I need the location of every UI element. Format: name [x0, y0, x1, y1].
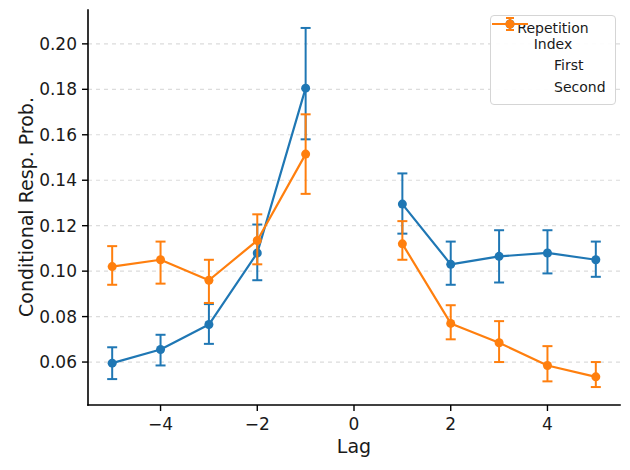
data-point-first	[398, 200, 407, 209]
chart-figure: 0.060.080.100.120.140.160.180.20−4−2024 …	[0, 0, 630, 470]
data-point-first	[301, 84, 310, 93]
data-point-second	[543, 361, 552, 370]
y-tick-label: 0.20	[39, 34, 77, 54]
data-point-first	[543, 248, 552, 257]
x-tick-label: 2	[445, 414, 456, 434]
data-point-second	[108, 262, 117, 271]
errorbar-marker-icon	[507, 79, 545, 95]
data-point-second	[156, 255, 165, 264]
legend-item-second: Second	[497, 76, 609, 98]
y-tick-label: 0.06	[39, 352, 77, 372]
data-point-first	[495, 252, 504, 261]
legend: Repetition Index First Second	[490, 15, 616, 105]
data-point-first	[446, 260, 455, 269]
data-point-first	[108, 359, 117, 368]
errorbar-marker-icon	[507, 57, 545, 73]
data-point-second	[398, 239, 407, 248]
y-tick-label: 0.14	[39, 170, 77, 190]
legend-item-first: First	[497, 54, 609, 76]
y-tick-label: 0.08	[39, 307, 77, 327]
data-point-second	[591, 372, 600, 381]
y-tick-label: 0.12	[39, 216, 77, 236]
data-point-first	[204, 320, 213, 329]
data-point-second	[301, 150, 310, 159]
data-point-second	[495, 338, 504, 347]
y-tick-label: 0.16	[39, 125, 77, 145]
legend-label-first: First	[554, 57, 583, 73]
data-point-second	[253, 236, 262, 245]
y-axis-label: Conditional Resp. Prob.	[15, 97, 37, 317]
data-point-second	[204, 276, 213, 285]
x-tick-label: −4	[148, 414, 173, 434]
data-point-second	[446, 319, 455, 328]
y-tick-label: 0.10	[39, 261, 77, 281]
x-tick-label: −2	[245, 414, 270, 434]
data-point-first	[591, 255, 600, 264]
x-tick-label: 4	[542, 414, 553, 434]
x-axis-label: Lag	[337, 435, 371, 457]
data-point-first	[156, 345, 165, 354]
y-tick-label: 0.18	[39, 79, 77, 99]
legend-label-second: Second	[554, 79, 606, 95]
x-tick-label: 0	[349, 414, 360, 434]
